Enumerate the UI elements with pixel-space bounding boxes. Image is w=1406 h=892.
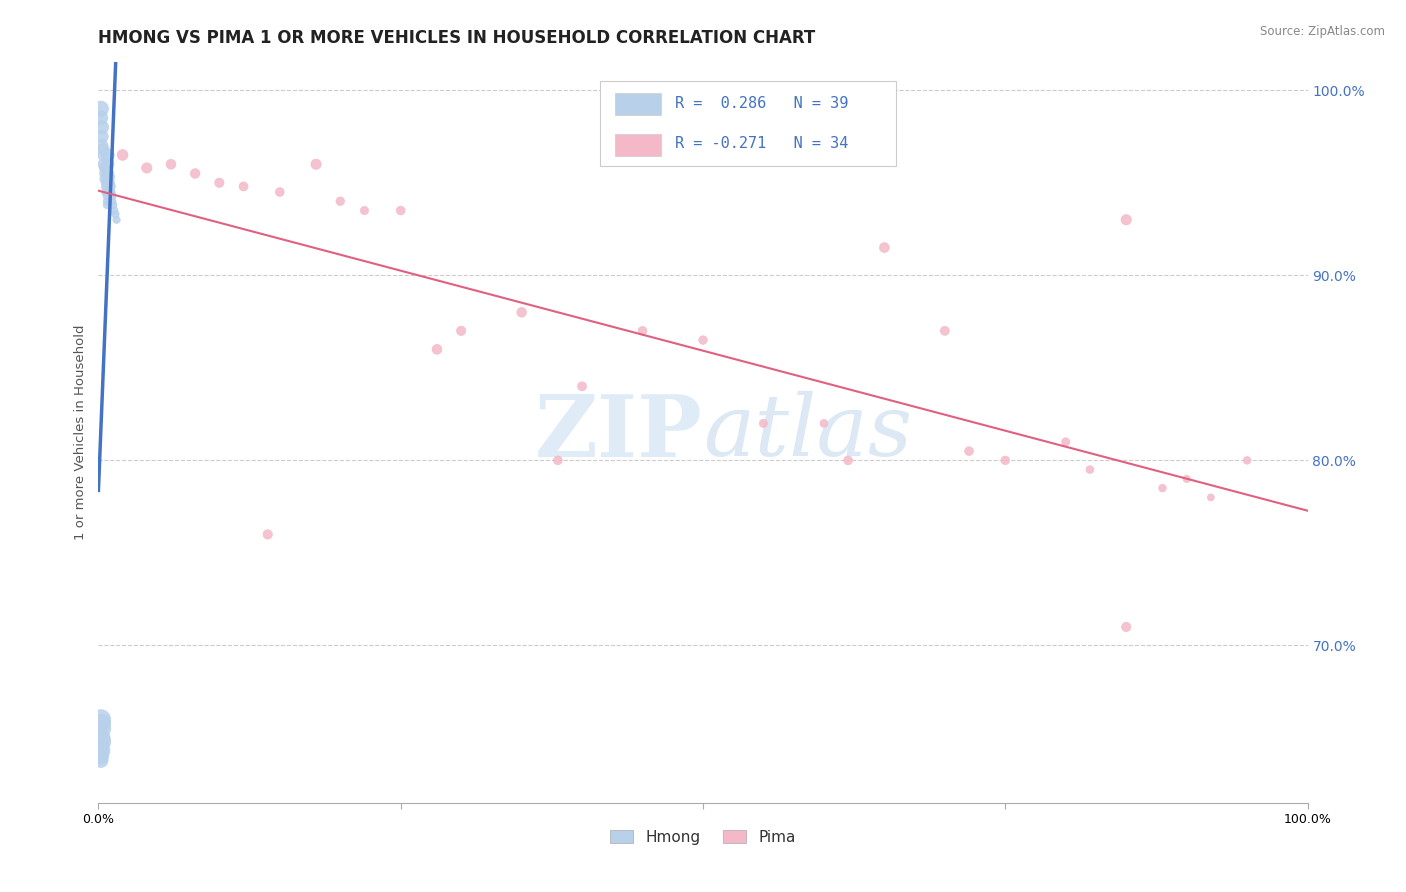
- Point: [100, 185, 122, 199]
- Point: [105, 212, 128, 227]
- Point: [100, 179, 122, 194]
- Point: [1054, 434, 1077, 449]
- Point: [873, 240, 896, 254]
- Point: [232, 179, 254, 194]
- Point: [1078, 462, 1101, 476]
- Point: [957, 444, 980, 458]
- Point: [90, 713, 112, 727]
- Text: R =  0.286   N = 39: R = 0.286 N = 39: [675, 95, 849, 111]
- Text: Source: ZipAtlas.com: Source: ZipAtlas.com: [1260, 25, 1385, 38]
- Point: [426, 343, 449, 357]
- FancyBboxPatch shape: [600, 81, 897, 166]
- Point: [90, 111, 112, 125]
- Point: [837, 453, 859, 467]
- Point: [94, 176, 117, 190]
- Point: [389, 203, 412, 218]
- Point: [98, 170, 121, 185]
- Point: [91, 716, 114, 731]
- Y-axis label: 1 or more Vehicles in Household: 1 or more Vehicles in Household: [75, 325, 87, 541]
- Point: [104, 207, 127, 221]
- Point: [91, 138, 114, 153]
- Point: [90, 753, 112, 767]
- Point: [1175, 472, 1198, 486]
- Point: [98, 176, 121, 190]
- Point: [91, 735, 114, 749]
- Point: [1199, 491, 1222, 505]
- Point: [256, 527, 278, 541]
- Legend: Hmong, Pima: Hmong, Pima: [605, 823, 801, 851]
- Point: [101, 198, 124, 212]
- Point: [96, 198, 118, 212]
- FancyBboxPatch shape: [614, 93, 661, 115]
- Point: [184, 166, 207, 180]
- Point: [135, 161, 157, 175]
- Point: [692, 333, 714, 347]
- Point: [1115, 620, 1137, 634]
- Point: [94, 185, 117, 199]
- Point: [93, 161, 115, 175]
- Point: [510, 305, 533, 319]
- Point: [97, 148, 120, 162]
- Point: [450, 324, 472, 338]
- Point: [631, 324, 654, 338]
- Text: R = -0.271   N = 34: R = -0.271 N = 34: [675, 136, 849, 152]
- Point: [208, 176, 231, 190]
- Point: [91, 148, 114, 162]
- Point: [91, 744, 114, 758]
- Point: [91, 120, 114, 135]
- Point: [1152, 481, 1174, 495]
- Point: [160, 157, 183, 171]
- Point: [100, 188, 122, 202]
- FancyBboxPatch shape: [614, 134, 661, 156]
- Text: HMONG VS PIMA 1 OR MORE VEHICLES IN HOUSEHOLD CORRELATION CHART: HMONG VS PIMA 1 OR MORE VEHICLES IN HOUS…: [98, 29, 815, 47]
- Point: [90, 749, 112, 764]
- Point: [103, 203, 125, 218]
- Point: [1236, 453, 1258, 467]
- Point: [91, 157, 114, 171]
- Point: [934, 324, 956, 338]
- Point: [329, 194, 352, 209]
- Point: [91, 722, 114, 736]
- Point: [100, 194, 122, 209]
- Text: ZIP: ZIP: [536, 391, 703, 475]
- Point: [96, 194, 118, 209]
- Point: [90, 731, 112, 745]
- Point: [90, 740, 112, 755]
- Point: [97, 166, 120, 180]
- Point: [93, 172, 115, 186]
- Text: atlas: atlas: [703, 392, 912, 474]
- Point: [813, 417, 835, 431]
- Point: [353, 203, 375, 218]
- Point: [571, 379, 593, 393]
- Point: [1115, 212, 1137, 227]
- Point: [305, 157, 328, 171]
- Point: [94, 179, 117, 194]
- Point: [111, 148, 134, 162]
- Point: [91, 129, 114, 144]
- Point: [994, 453, 1017, 467]
- Point: [96, 188, 118, 202]
- Point: [547, 453, 569, 467]
- Point: [269, 185, 291, 199]
- Point: [93, 166, 115, 180]
- Point: [97, 157, 120, 171]
- Point: [91, 143, 114, 157]
- Point: [90, 102, 112, 116]
- Point: [752, 417, 775, 431]
